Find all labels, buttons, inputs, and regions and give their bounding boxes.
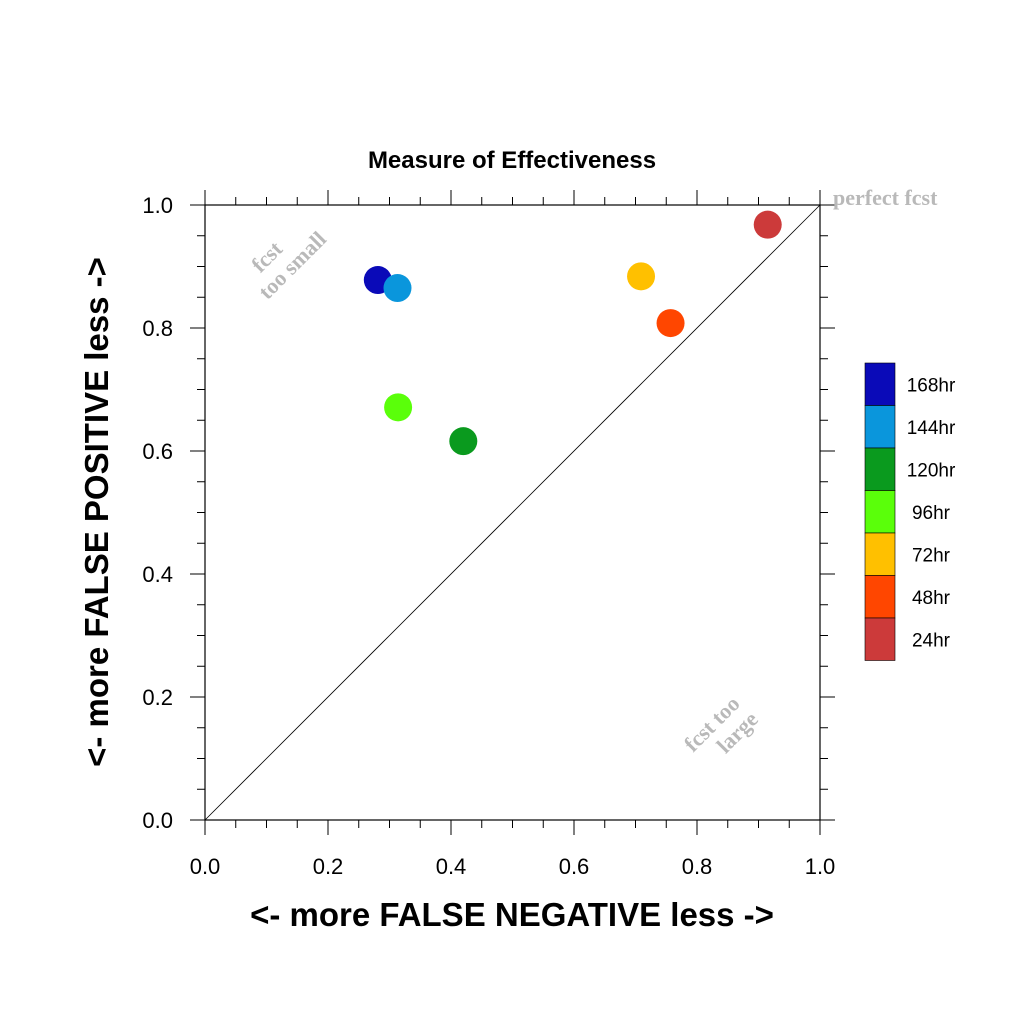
- legend-label-120hr: 120hr: [907, 460, 956, 481]
- point-72hr: [627, 262, 656, 291]
- y-tick-label: 0.0: [142, 808, 173, 833]
- point-24hr: [753, 210, 782, 239]
- diagonal-reference-line: [204, 204, 821, 821]
- legend-label-168hr: 168hr: [907, 375, 956, 396]
- legend-label-48hr: 48hr: [912, 588, 951, 609]
- legend-swatch-120hr: [864, 447, 896, 491]
- legend-swatch-48hr: [864, 575, 896, 619]
- legend-label-24hr: 24hr: [912, 630, 951, 651]
- x-tick-label: 0.2: [313, 854, 344, 879]
- x-tick-label: 0.6: [559, 854, 590, 879]
- y-tick-label: 0.6: [142, 439, 173, 464]
- legend-label-96hr: 96hr: [912, 503, 951, 524]
- legend-swatch-96hr: [864, 490, 896, 534]
- annotation-perfect-fcst: perfect fcst: [833, 185, 938, 210]
- legend-swatch-72hr: [864, 532, 896, 576]
- y-tick-label: 0.4: [142, 562, 173, 587]
- point-144hr: [383, 274, 412, 303]
- point-48hr: [656, 309, 685, 338]
- data-points: [363, 210, 782, 456]
- x-tick-label: 0.8: [682, 854, 713, 879]
- legend: 168hr 144hr 120hr 96hr 72hr 48hr 24hr: [864, 362, 956, 661]
- legend-label-144hr: 144hr: [907, 418, 956, 439]
- point-96hr: [384, 393, 413, 422]
- y-axis-label: <- more FALSE POSITIVE less ->: [78, 257, 115, 767]
- tick-marks: [190, 190, 835, 835]
- y-tick-label: 0.2: [142, 685, 173, 710]
- legend-swatch-24hr: [864, 617, 896, 661]
- y-tick-label: 0.8: [142, 316, 173, 341]
- x-tick-label: 0.0: [190, 854, 221, 879]
- point-120hr: [449, 427, 478, 456]
- x-axis-label: <- more FALSE NEGATIVE less ->: [250, 896, 774, 933]
- x-tick-label: 0.4: [436, 854, 467, 879]
- y-tick-label: 1.0: [142, 193, 173, 218]
- tick-labels: 0.0 0.2 0.4 0.6 0.8 1.0 0.0 0.2 0.4 0.6 0.8 1.0: [142, 193, 835, 879]
- chart-title: Measure of Effectiveness: [368, 147, 656, 174]
- legend-swatch-144hr: [864, 405, 896, 449]
- x-tick-label: 1.0: [805, 854, 836, 879]
- legend-label-72hr: 72hr: [912, 545, 951, 566]
- legend-swatch-168hr: [864, 362, 896, 406]
